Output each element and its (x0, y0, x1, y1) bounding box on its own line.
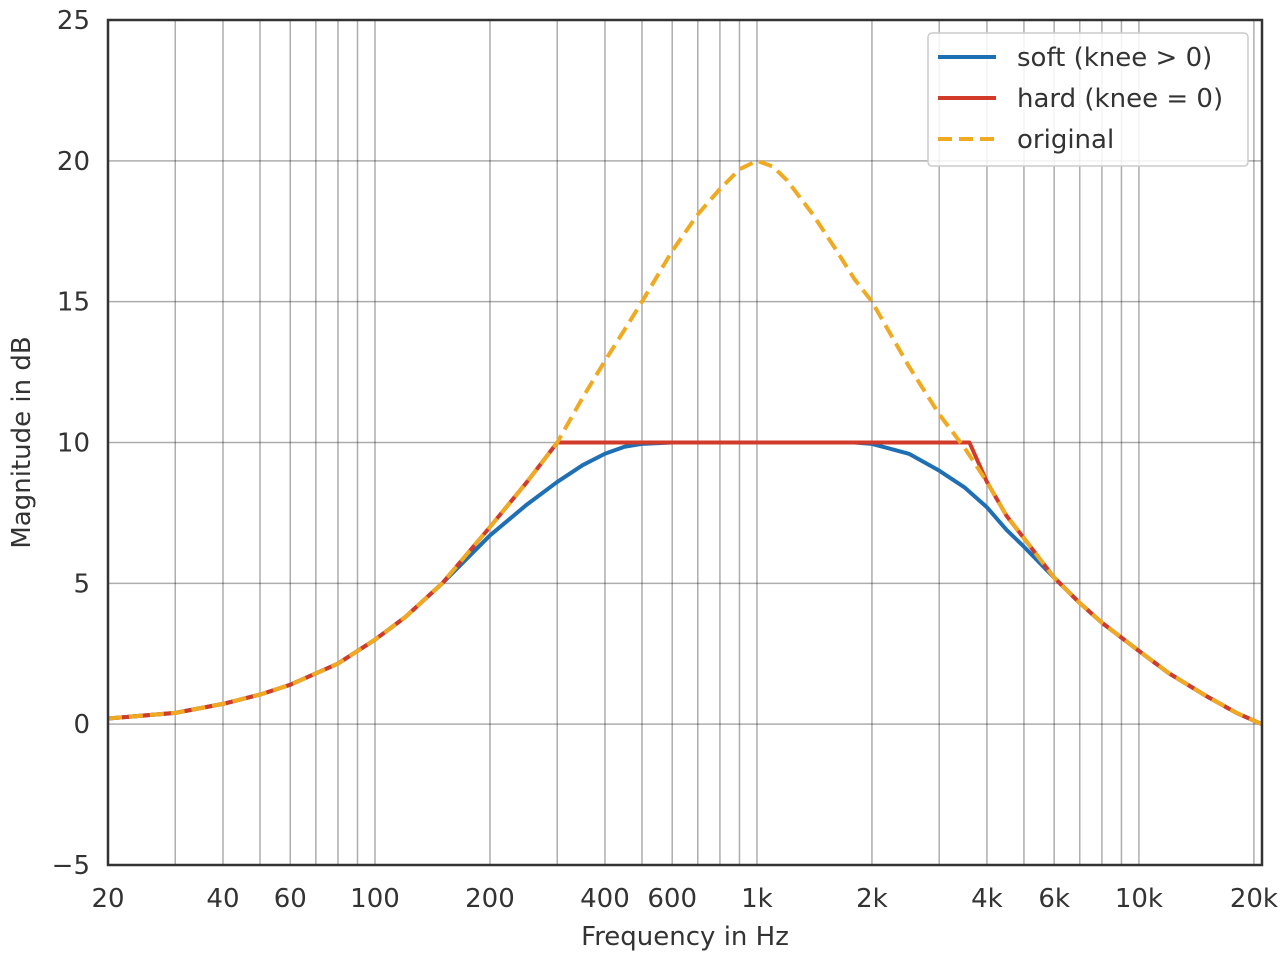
x-axis-ticks: 20 40 60 100 200 400 600 1k 2k 4k 6k 10k 20k (91, 884, 1278, 914)
x-tick-label: 600 (647, 884, 697, 914)
x-tick-label: 6k (1038, 884, 1070, 914)
legend-label-0: soft (knee > 0) (1017, 43, 1212, 73)
x-tick-label: 100 (350, 884, 400, 914)
x-tick-label: 20k (1230, 884, 1278, 914)
series-lines (107, 158, 1263, 727)
legend-box (927, 32, 1249, 167)
y-tick-label: −5 (52, 851, 90, 881)
legend: soft (knee > 0) hard (knee = 0) original (927, 32, 1249, 167)
legend-label-2: original (1017, 125, 1114, 155)
legend-label-1: hard (knee = 0) (1017, 84, 1223, 114)
y-tick-label: 5 (73, 569, 90, 599)
x-tick-label: 40 (206, 884, 239, 914)
x-tick-label: 400 (580, 884, 630, 914)
x-tick-label: 20 (91, 884, 124, 914)
series-line-2 (107, 158, 1263, 727)
x-tick-label: 60 (274, 884, 307, 914)
x-tick-label: 2k (856, 884, 888, 914)
x-tick-label: 10k (1115, 884, 1163, 914)
y-axis-ticks: −5 0 5 10 15 20 25 (52, 6, 90, 881)
plot-frame (106, 18, 1264, 867)
x-tick-label: 4k (971, 884, 1003, 914)
x-axis-label: Frequency in Hz (581, 922, 789, 952)
y-tick-label: 15 (57, 288, 90, 318)
series-line-1 (107, 440, 1263, 727)
y-tick-label: 10 (57, 429, 90, 459)
y-axis-label: Magnitude in dB (7, 336, 37, 548)
y-tick-label: 20 (57, 147, 90, 177)
x-tick-label: 1k (741, 884, 773, 914)
x-tick-label: 200 (465, 884, 515, 914)
y-tick-label: 0 (73, 710, 90, 740)
y-tick-label: 25 (57, 6, 90, 36)
